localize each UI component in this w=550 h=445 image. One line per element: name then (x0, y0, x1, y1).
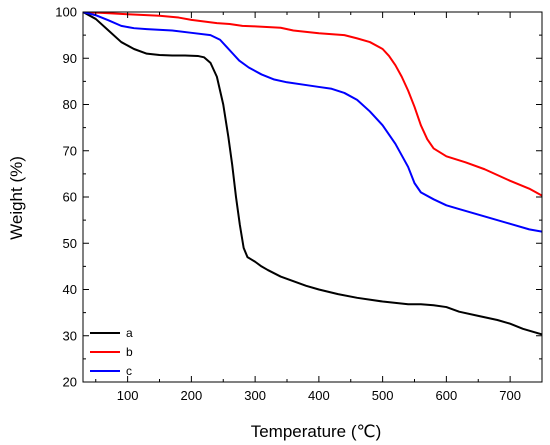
axes (82, 11, 543, 383)
legend-label-a: a (126, 326, 133, 340)
y-tick-label: 30 (63, 328, 77, 343)
y-axis-title: Weight (%) (7, 156, 26, 240)
legend: abc (90, 326, 133, 378)
y-tick-label: 90 (63, 51, 77, 66)
series-line-b (83, 12, 542, 197)
y-tick-label: 60 (63, 190, 77, 205)
y-tick-label: 80 (63, 97, 77, 112)
series-line-a (83, 12, 542, 336)
x-tick-label: 400 (308, 388, 330, 403)
x-tick-label: 200 (181, 388, 203, 403)
x-tick-label: 300 (244, 388, 266, 403)
plot-frame (82, 11, 543, 383)
series-line-c (83, 12, 542, 233)
y-tick-label: 100 (55, 5, 77, 20)
x-axis-title: Temperature (℃) (251, 422, 382, 441)
y-tick-label: 50 (63, 236, 77, 251)
y-tick-label: 40 (63, 282, 77, 297)
x-tick-label: 100 (117, 388, 139, 403)
legend-label-b: b (126, 345, 133, 359)
x-tick-label: 600 (436, 388, 458, 403)
y-tick-label: 70 (63, 143, 77, 158)
y-tick-label: 20 (63, 375, 77, 390)
ticks: 100 200 300 400 500 600 700 20 30 40 50 60 70 80 90 100 (55, 5, 542, 403)
plot-area (83, 12, 542, 336)
x-tick-label: 500 (372, 388, 394, 403)
legend-label-c: c (126, 364, 132, 378)
x-tick-label: 700 (499, 388, 521, 403)
